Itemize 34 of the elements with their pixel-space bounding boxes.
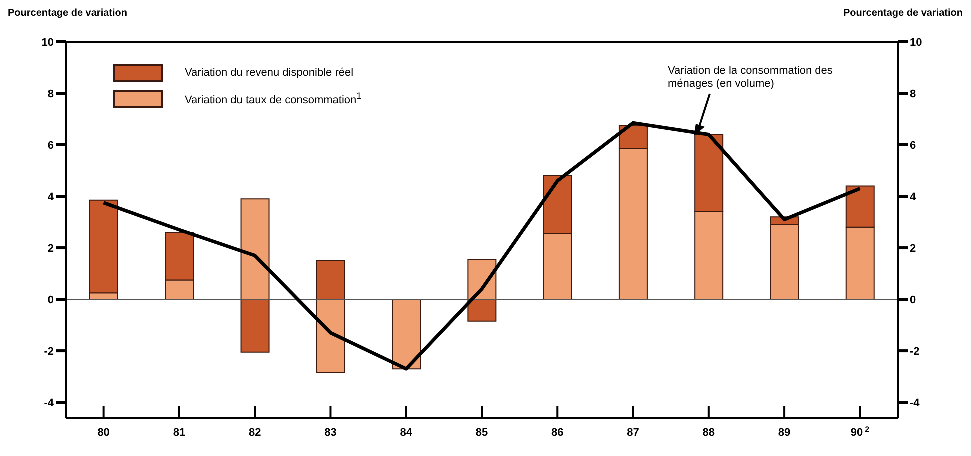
x-tick-label: 81 <box>173 427 186 439</box>
y2-tick-label: -4 <box>910 397 921 410</box>
x-tick-label: 84 <box>400 427 414 439</box>
y-tick-label: -2 <box>44 346 54 358</box>
x-tick-label: 87 <box>627 427 640 439</box>
y2-tick-label: 2 <box>910 242 916 255</box>
y2-tick-label: 4 <box>910 191 917 204</box>
x-tick-label: 85 <box>476 427 488 439</box>
y2-tick-label: -2 <box>910 346 920 358</box>
x-tick-label: 83 <box>324 427 337 439</box>
x-tick-label: 82 <box>248 427 262 439</box>
x-tick-label: 88 <box>702 427 716 439</box>
y2-tick-label: 0 <box>910 294 916 306</box>
y2-tick-label: 6 <box>910 140 916 152</box>
y-axis-title: Pourcentage de variation <box>8 8 128 19</box>
x-tick-label: 90$^{2}$ <box>850 424 870 439</box>
y2-tick-label: 8 <box>910 88 916 100</box>
line-series <box>102 121 862 371</box>
y-tick-label: 0 <box>48 294 54 306</box>
legend-label: Variation du taux de consommation$^{1}$ <box>185 91 362 107</box>
y2-tick-label: 10 <box>910 36 922 49</box>
text: Variation de la consommation des ménages (en volume) <box>668 65 833 90</box>
y-tick-label: 10 <box>42 36 54 49</box>
x-tick-label: 89 <box>778 427 791 439</box>
y-tick-label: 6 <box>48 140 54 152</box>
x-tick-label: 86 <box>552 427 564 439</box>
y-tick-label: 4 <box>48 191 55 204</box>
legend-label: Variation du revenu disponible réel <box>185 67 354 79</box>
bar <box>392 299 422 370</box>
x-tick-label: 80 <box>98 427 110 439</box>
y-tick-label: -4 <box>44 397 55 410</box>
y-tick-label: 8 <box>48 88 54 100</box>
y2-axis-title: Pourcentage de variation <box>844 8 963 19</box>
y-tick-label: 2 <box>48 242 54 255</box>
